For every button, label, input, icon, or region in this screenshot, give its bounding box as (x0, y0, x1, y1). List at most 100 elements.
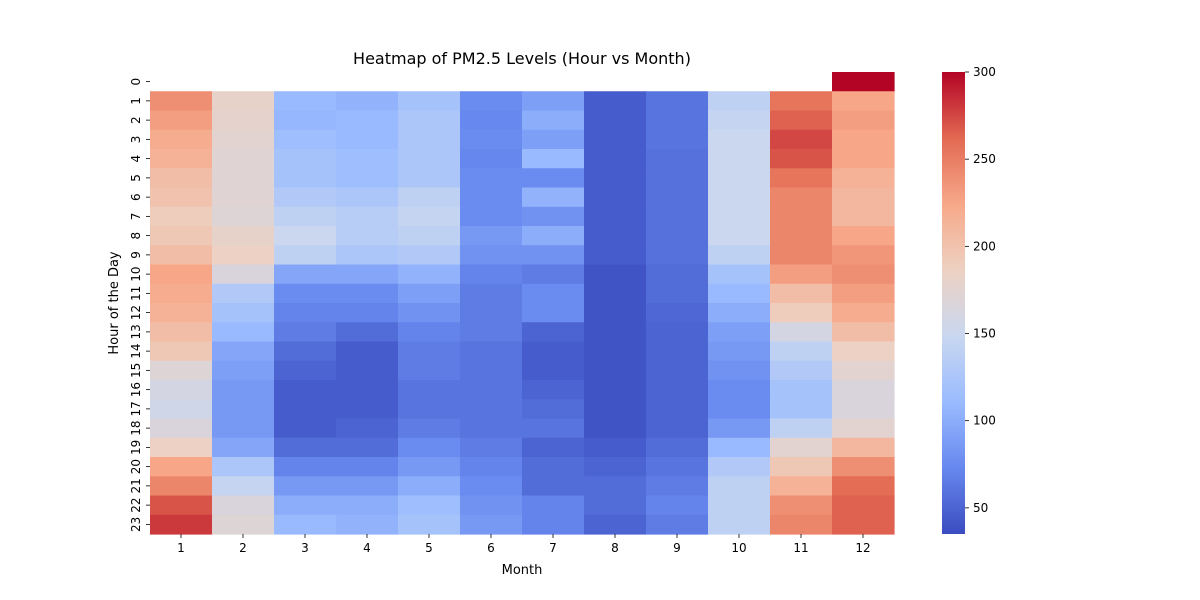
heatmap-cell (274, 399, 337, 420)
heatmap-cell (150, 341, 213, 362)
heatmap-cell (398, 149, 461, 169)
y-tick-label: 7 (129, 213, 143, 221)
heatmap-cell (336, 341, 399, 362)
heatmap-cell (460, 380, 523, 400)
heatmap-cell (522, 303, 585, 323)
heatmap-cell (708, 322, 771, 343)
y-tick-label: 15 (129, 363, 143, 378)
heatmap-cell (708, 264, 771, 285)
heatmap-cell (398, 303, 461, 323)
heatmap-cell (398, 91, 461, 112)
heatmap-cell (832, 72, 895, 92)
heatmap-cell (398, 110, 461, 131)
y-tick-label: 6 (129, 193, 143, 201)
y-tick-label: 2 (129, 116, 143, 124)
heatmap-cell (460, 322, 523, 343)
heatmap-cell (584, 399, 647, 420)
heatmap-cell (274, 341, 337, 362)
heatmap-cell (274, 360, 337, 381)
heatmap-cell (646, 380, 709, 400)
heatmap-cell (646, 418, 709, 439)
heatmap-cell (212, 206, 275, 227)
heatmap-cell (398, 380, 461, 400)
heatmap-cell (708, 206, 771, 227)
heatmap-cell (274, 206, 337, 227)
heatmap-cell (212, 245, 275, 266)
heatmap-cell (398, 245, 461, 266)
heatmap-cell (770, 149, 833, 169)
heatmap-cell (398, 341, 461, 362)
heatmap-cell (274, 418, 337, 439)
heatmap-cell (646, 129, 709, 150)
heatmap-cell (832, 495, 895, 516)
heatmap-cell (398, 187, 461, 208)
heatmap-cell (646, 226, 709, 246)
y-tick-label: 4 (129, 155, 143, 163)
heatmap-cell (832, 399, 895, 420)
heatmap-cell (150, 283, 213, 304)
heatmap-cell (584, 168, 647, 189)
heatmap-cell (212, 437, 275, 458)
heatmap-cell (212, 283, 275, 304)
x-tick-label: 1 (177, 541, 185, 555)
heatmap-cell (336, 418, 399, 439)
heatmap-cell (584, 226, 647, 246)
heatmap-cell (708, 110, 771, 131)
heatmap-cell (522, 399, 585, 420)
heatmap-cell (770, 168, 833, 189)
heatmap-cell (832, 360, 895, 381)
heatmap-cell (460, 457, 523, 477)
heatmap-cell (150, 495, 213, 516)
heatmap-cell (832, 380, 895, 400)
heatmap-cell (584, 110, 647, 131)
heatmap-cell (150, 129, 213, 150)
y-axis-label: Hour of the Day (107, 251, 122, 355)
heatmap-cell (584, 149, 647, 169)
heatmap-cell (832, 149, 895, 169)
heatmap-cell (770, 91, 833, 112)
y-tick-label: 0 (129, 78, 143, 86)
heatmap-cell (770, 264, 833, 285)
heatmap-cell (274, 129, 337, 150)
heatmap-cell (646, 264, 709, 285)
heatmap-cell (336, 149, 399, 169)
heatmap-cell (460, 418, 523, 439)
heatmap-cell (460, 264, 523, 285)
heatmap-cell (398, 322, 461, 343)
x-tick-label: 9 (673, 541, 681, 555)
heatmap-cell (584, 380, 647, 400)
heatmap-cell (770, 476, 833, 497)
heatmap-cell (460, 168, 523, 189)
heatmap-cells (150, 72, 895, 535)
heatmap-cell (646, 110, 709, 131)
heatmap-cell (832, 341, 895, 362)
heatmap-cell (708, 149, 771, 169)
heatmap-cell (150, 418, 213, 439)
heatmap-cell (770, 110, 833, 131)
heatmap-cell (460, 187, 523, 208)
heatmap-cell (770, 514, 833, 535)
heatmap-cell (150, 226, 213, 246)
heatmap-cell (646, 514, 709, 535)
colorbar-tick-label: 50 (973, 501, 988, 515)
heatmap-cell (398, 168, 461, 189)
heatmap-cell (832, 476, 895, 497)
heatmap-cell (584, 283, 647, 304)
heatmap-cell (336, 514, 399, 535)
heatmap-cell (212, 476, 275, 497)
heatmap-cell (646, 283, 709, 304)
heatmap-cell (150, 399, 213, 420)
heatmap-cell (460, 399, 523, 420)
heatmap-cell (522, 206, 585, 227)
heatmap-cell (770, 322, 833, 343)
heatmap-cell (212, 399, 275, 420)
heatmap-cell (212, 457, 275, 477)
y-tick-label: 13 (129, 324, 143, 339)
heatmap-cell (460, 129, 523, 150)
heatmap-cell (274, 226, 337, 246)
heatmap-cell (460, 514, 523, 535)
heatmap-cell (832, 283, 895, 304)
heatmap-cell (336, 437, 399, 458)
heatmap-cell (274, 110, 337, 131)
heatmap-cell (150, 110, 213, 131)
